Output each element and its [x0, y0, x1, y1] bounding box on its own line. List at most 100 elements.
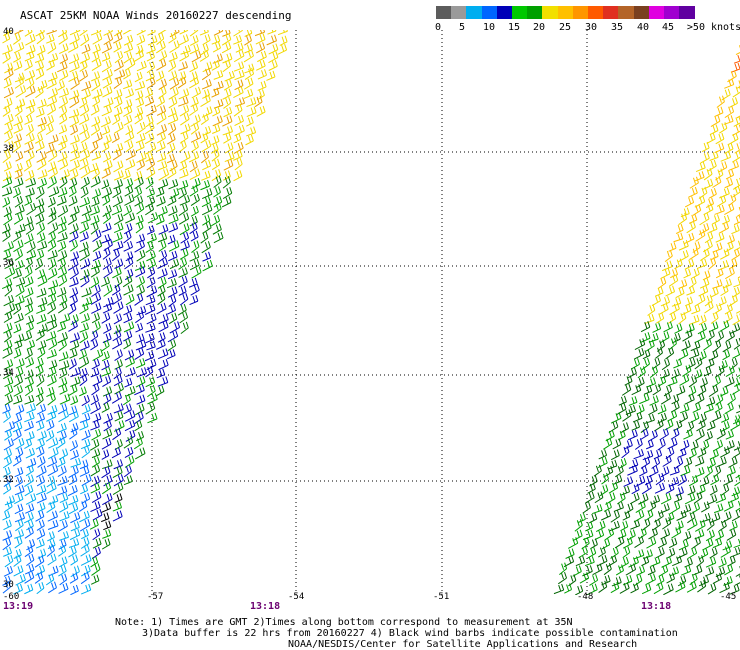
wind-barb [683, 428, 693, 440]
wind-barb [59, 367, 68, 379]
wind-barb [648, 403, 658, 416]
wind-barb [603, 437, 613, 450]
wind-barb [36, 484, 47, 496]
wind-barb [146, 104, 157, 117]
wind-barb [733, 337, 740, 350]
lon-label-45: -45 [720, 592, 737, 602]
wind-barb [57, 321, 67, 332]
wind-barb [246, 106, 257, 117]
wind-barb [156, 32, 165, 45]
wind-barb [179, 248, 189, 260]
wind-barb [718, 221, 730, 234]
wind-barb [156, 112, 167, 125]
wind-barb [123, 393, 131, 406]
wind-barb [13, 60, 23, 71]
wind-barb [24, 384, 34, 397]
wind-barb [112, 466, 123, 479]
wind-barb [144, 350, 155, 362]
wind-barb [188, 151, 200, 163]
wind-barb [13, 375, 24, 388]
wind-barb [125, 293, 135, 306]
wind-barb [113, 240, 124, 251]
wind-barb [123, 30, 132, 35]
wind-barb [180, 321, 189, 334]
wind-barb [720, 545, 731, 558]
lat-label-34: 34 [3, 368, 14, 378]
wind-barb [57, 456, 66, 468]
wind-barb [4, 284, 13, 297]
wind-barb [112, 195, 123, 208]
wind-barb [2, 537, 12, 551]
wind-barb [2, 105, 11, 117]
wind-barb [222, 88, 232, 100]
wind-barb [146, 313, 157, 325]
wind-barb [114, 121, 124, 134]
wind-barb [103, 160, 113, 171]
wind-barb [233, 142, 244, 154]
wind-barb [2, 150, 11, 164]
wind-barb [47, 293, 57, 306]
wind-barb [112, 482, 124, 496]
wind-barb [2, 229, 11, 242]
wind-barb [735, 310, 740, 314]
wind-barb [156, 196, 166, 207]
wind-barb [145, 322, 156, 333]
wind-barb [79, 510, 90, 523]
wind-barb [146, 250, 156, 262]
wind-barb [13, 548, 22, 559]
wind-barb [641, 555, 650, 567]
wind-barb [70, 584, 79, 595]
wind-barb [35, 357, 44, 369]
wind-barb [24, 331, 33, 342]
wind-barb [603, 563, 612, 576]
wind-barb [91, 150, 102, 161]
wind-barb [213, 231, 224, 244]
wind-barb [136, 151, 147, 163]
wind-barb [710, 474, 720, 486]
wind-barb [676, 385, 686, 396]
wind-barb [222, 170, 231, 181]
wind-barb [46, 59, 55, 71]
wind-barb [92, 250, 102, 262]
wind-barb [2, 32, 11, 44]
wind-barb [698, 575, 710, 587]
wind-barb [46, 349, 57, 359]
wind-barb [57, 187, 68, 198]
wind-barb [114, 493, 123, 503]
wind-barb [15, 98, 26, 110]
wind-barb [57, 266, 68, 279]
wind-barb [79, 123, 89, 135]
wind-barb [2, 51, 11, 64]
wind-barb [157, 30, 167, 35]
wind-barb [114, 359, 123, 370]
wind-barb [80, 130, 90, 144]
wind-barb [125, 429, 136, 442]
wind-barb [80, 274, 90, 288]
wind-barb [102, 151, 112, 163]
wind-barb [14, 312, 24, 324]
legend-label: 20 [532, 22, 546, 33]
wind-barb [134, 420, 143, 432]
wind-barb [37, 158, 47, 171]
wind-barb [36, 177, 48, 189]
wind-barb [36, 403, 47, 415]
wind-barb [68, 230, 79, 243]
legend-label: >50 knots [686, 22, 740, 33]
wind-barb [58, 403, 68, 415]
wind-barb [56, 422, 67, 434]
wind-barb [124, 419, 136, 432]
wind-barb [102, 302, 113, 314]
wind-barb [113, 142, 124, 153]
wind-barb [57, 151, 68, 163]
wind-barb [36, 519, 45, 531]
wind-speed-color-legend: 0 5 10 15 20 25 30 35 40 45 >50 knots [434, 6, 740, 36]
wind-barb [135, 141, 145, 152]
wind-barb [79, 322, 90, 333]
wind-barb [81, 43, 91, 54]
wind-barb [14, 467, 24, 478]
wind-barb [58, 582, 69, 594]
wind-barb [663, 321, 673, 333]
wind-barb [645, 439, 654, 450]
wind-barb [24, 195, 33, 206]
wind-barb [13, 239, 24, 253]
